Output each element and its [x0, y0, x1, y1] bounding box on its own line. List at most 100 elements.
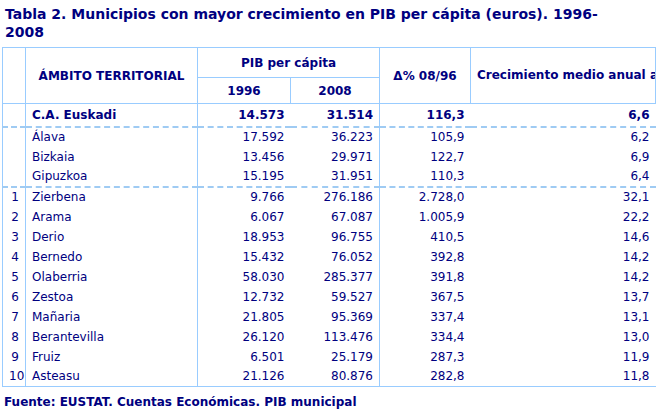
- value-delta: 337,4: [380, 307, 471, 327]
- page-title-line2: 2008: [5, 23, 651, 41]
- value-delta: 1.005,9: [380, 207, 471, 227]
- value-2008: 276.186: [291, 187, 380, 207]
- value-2008: 25.179: [291, 347, 380, 367]
- rank-cell: [3, 104, 26, 127]
- rank-cell: 8: [3, 327, 26, 347]
- territory-name: Berantevilla: [26, 327, 198, 347]
- territory-name: Olaberria: [26, 267, 198, 287]
- territory-name: Bizkaia: [26, 147, 198, 167]
- rank-cell: [3, 167, 26, 187]
- value-growth: 32,1: [471, 187, 656, 207]
- territory-name: C.A. Euskadi: [26, 104, 198, 127]
- territory-name: Bernedo: [26, 247, 198, 267]
- table-body: C.A. Euskadi 14.573 31.514 116,3 6,6 Ála…: [3, 104, 656, 387]
- table-row-arama: 2 Arama 6.067 67.087 1.005,9 22,2: [3, 207, 656, 227]
- territory-name: Zierbena: [26, 187, 198, 207]
- territory-name: Gipuzkoa: [26, 167, 198, 187]
- value-growth: 6,4: [471, 167, 656, 187]
- value-1996: 17.592: [198, 127, 291, 147]
- rank-cell: 5: [3, 267, 26, 287]
- col-header-1996: 1996: [198, 78, 291, 104]
- col-header-crecimiento: Crecimiento medio anual acumulativo (%): [471, 48, 656, 104]
- value-1996: 21.805: [198, 307, 291, 327]
- table-row-manaria: 7 Mañaria 21.805 95.369 337,4 13,1: [3, 307, 656, 327]
- value-1996: 14.573: [198, 104, 291, 127]
- value-1996: 58.030: [198, 267, 291, 287]
- territory-name: Álava: [26, 127, 198, 147]
- value-2008: 29.971: [291, 147, 380, 167]
- table-row-fruiz: 9 Fruiz 6.501 25.179 287,3 11,9: [3, 347, 656, 367]
- territory-name: Zestoa: [26, 287, 198, 307]
- value-1996: 26.120: [198, 327, 291, 347]
- rank-cell: 10: [3, 367, 26, 387]
- value-delta: 110,3: [380, 167, 471, 187]
- value-delta: 2.728,0: [380, 187, 471, 207]
- territory-name: Arama: [26, 207, 198, 227]
- rank-cell: 3: [3, 227, 26, 247]
- table-row-bizkaia: Bizkaia 13.456 29.971 122,7 6,9: [3, 147, 656, 167]
- value-delta: 392,8: [380, 247, 471, 267]
- table-header: ÁMBITO TERRITORIAL PIB per cápita Δ% 08/…: [3, 48, 656, 104]
- table-row-gipuzkoa: Gipuzkoa 15.195 31.951 110,3 6,4: [3, 167, 656, 187]
- value-growth: 11,8: [471, 367, 656, 387]
- value-delta: 367,5: [380, 287, 471, 307]
- table-row-bernedo: 4 Bernedo 15.432 76.052 392,8 14,2: [3, 247, 656, 267]
- table-row-euskadi: C.A. Euskadi 14.573 31.514 116,3 6,6: [3, 104, 656, 127]
- territory-name: Asteasu: [26, 367, 198, 387]
- value-delta: 122,7: [380, 147, 471, 167]
- value-2008: 76.052: [291, 247, 380, 267]
- table-row-olaberria: 5 Olaberria 58.030 285.377 391,8 14,2: [3, 267, 656, 287]
- value-growth: 6,2: [471, 127, 656, 147]
- col-header-ambito: ÁMBITO TERRITORIAL: [26, 48, 198, 104]
- value-growth: 14,2: [471, 267, 656, 287]
- value-delta: 410,5: [380, 227, 471, 247]
- rank-cell: 4: [3, 247, 26, 267]
- pib-per-capita-table: ÁMBITO TERRITORIAL PIB per cápita Δ% 08/…: [2, 47, 656, 387]
- value-growth: 14,6: [471, 227, 656, 247]
- territory-name: Mañaria: [26, 307, 198, 327]
- col-header-rank: [3, 48, 26, 104]
- value-1996: 6.501: [198, 347, 291, 367]
- table-row-berantevilla: 8 Berantevilla 26.120 113.476 334,4 13,0: [3, 327, 656, 347]
- col-header-pib-per-capita: PIB per cápita: [198, 48, 380, 78]
- value-delta: 282,8: [380, 367, 471, 387]
- value-2008: 96.755: [291, 227, 380, 247]
- col-header-2008: 2008: [291, 78, 380, 104]
- rank-cell: [3, 127, 26, 147]
- value-delta: 105,9: [380, 127, 471, 147]
- rank-cell: 7: [3, 307, 26, 327]
- value-2008: 80.876: [291, 367, 380, 387]
- value-delta: 391,8: [380, 267, 471, 287]
- value-2008: 59.527: [291, 287, 380, 307]
- page-title-line1: Tabla 2. Municipios con mayor crecimient…: [5, 5, 651, 23]
- document-page: Tabla 2. Municipios con mayor crecimient…: [0, 0, 657, 410]
- value-2008: 36.223: [291, 127, 380, 147]
- value-growth: 13,7: [471, 287, 656, 307]
- value-1996: 21.126: [198, 367, 291, 387]
- value-delta: 287,3: [380, 347, 471, 367]
- rank-cell: 6: [3, 287, 26, 307]
- value-growth: 13,1: [471, 307, 656, 327]
- value-growth: 11,9: [471, 347, 656, 367]
- rank-cell: 1: [3, 187, 26, 207]
- value-1996: 18.953: [198, 227, 291, 247]
- rank-cell: [3, 147, 26, 167]
- value-2008: 67.087: [291, 207, 380, 227]
- territory-name: Fruiz: [26, 347, 198, 367]
- value-delta: 116,3: [380, 104, 471, 127]
- value-growth: 6,9: [471, 147, 656, 167]
- value-1996: 6.067: [198, 207, 291, 227]
- value-growth: 22,2: [471, 207, 656, 227]
- table-row-alava: Álava 17.592 36.223 105,9 6,2: [3, 127, 656, 147]
- rank-cell: 2: [3, 207, 26, 227]
- value-2008: 31.514: [291, 104, 380, 127]
- table-row-zestoa: 6 Zestoa 12.732 59.527 367,5 13,7: [3, 287, 656, 307]
- value-2008: 31.951: [291, 167, 380, 187]
- rank-cell: 9: [3, 347, 26, 367]
- value-1996: 15.195: [198, 167, 291, 187]
- value-growth: 14,2: [471, 247, 656, 267]
- value-2008: 285.377: [291, 267, 380, 287]
- value-1996: 13.456: [198, 147, 291, 167]
- value-2008: 113.476: [291, 327, 380, 347]
- value-1996: 12.732: [198, 287, 291, 307]
